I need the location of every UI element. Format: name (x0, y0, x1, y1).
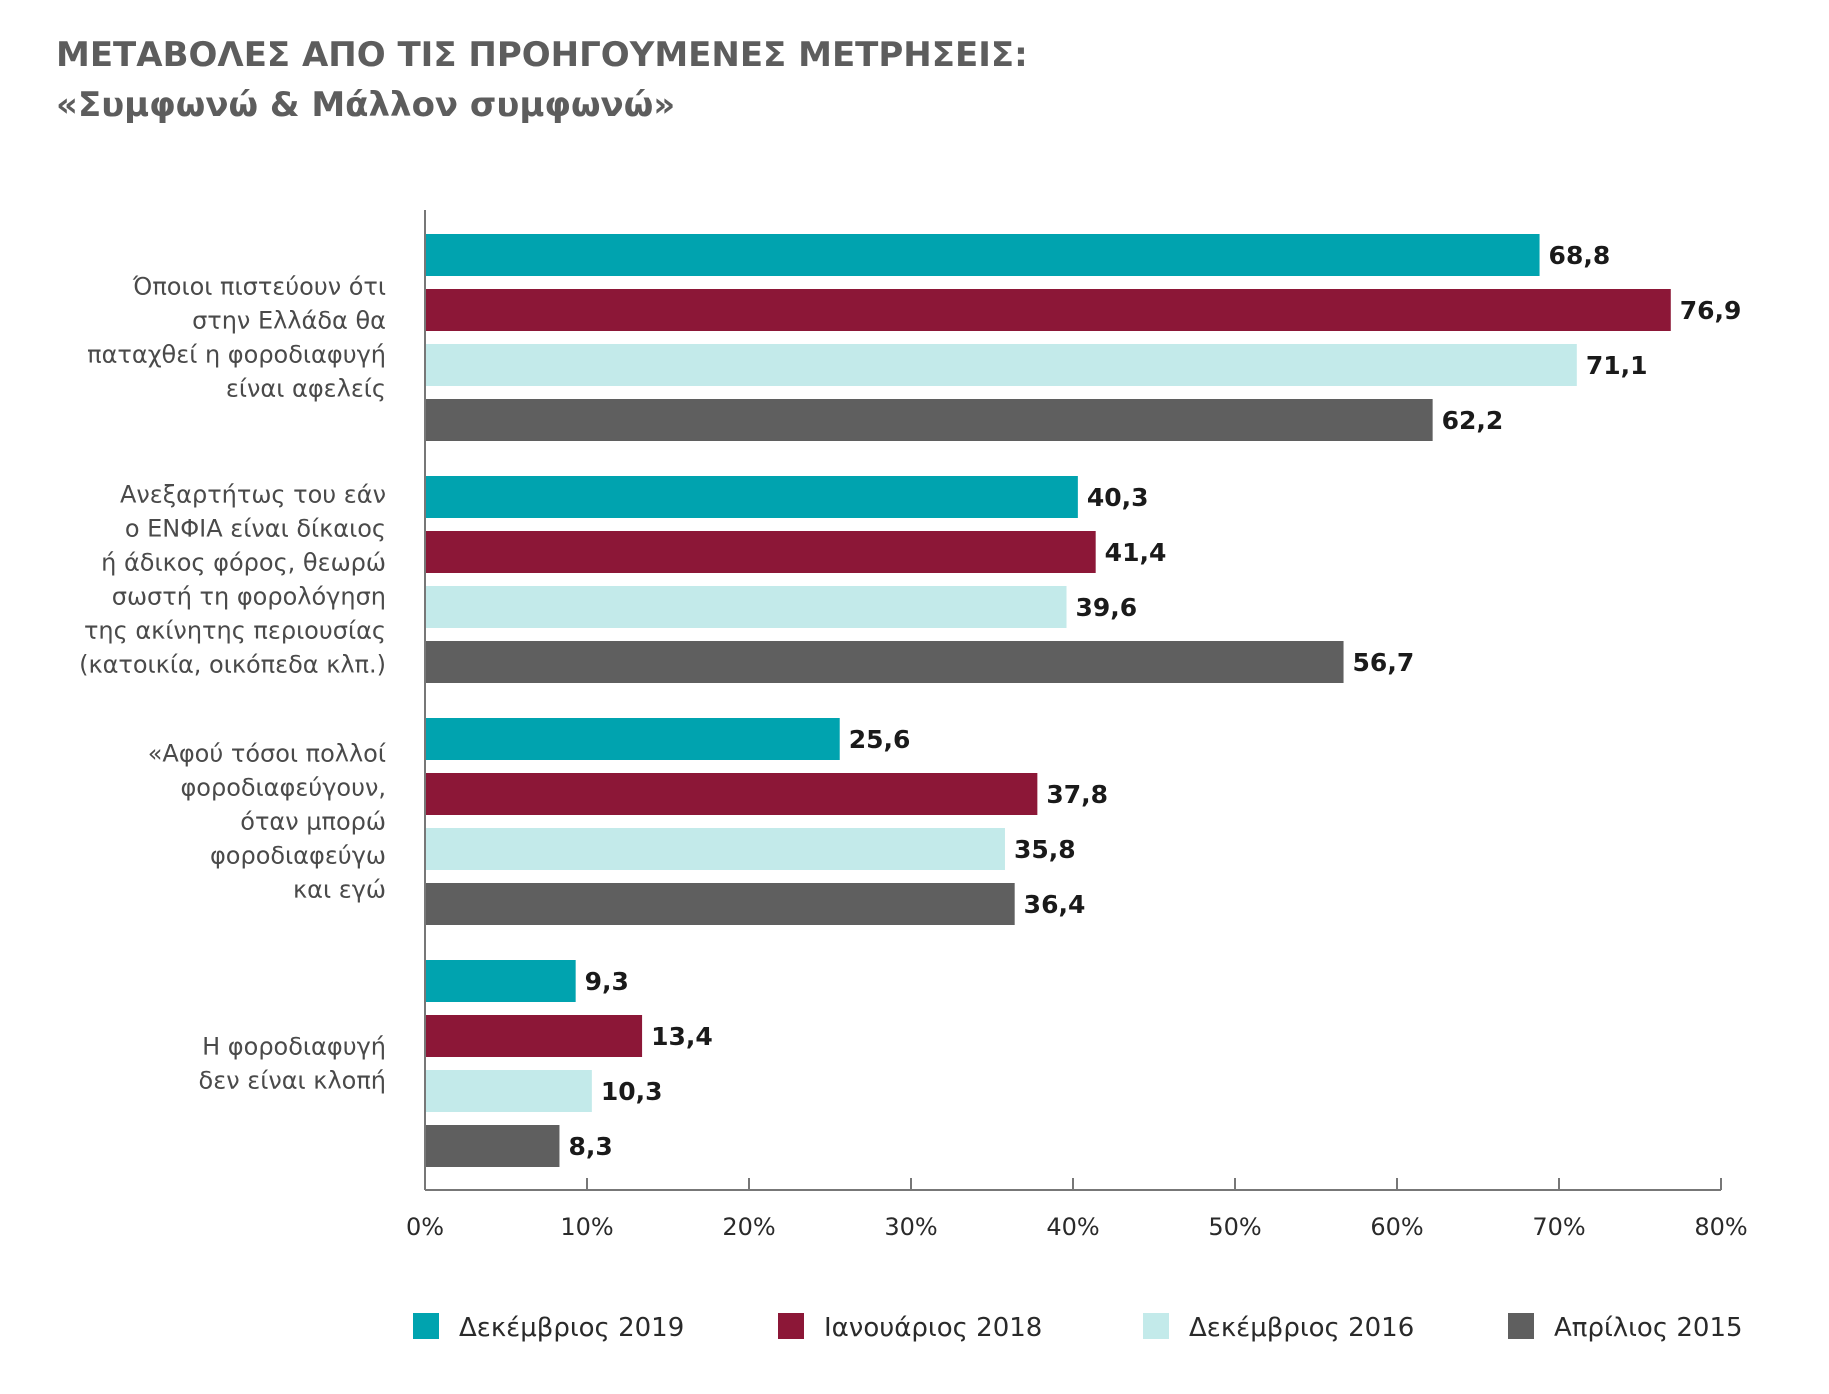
category-label: ή άδικος φόρος, θεωρώ (101, 549, 386, 577)
category-label: ο ΕΝΦΙΑ είναι δίκαιος (125, 515, 386, 543)
bar (426, 586, 1067, 628)
bar (426, 234, 1540, 276)
x-tick-label: 30% (884, 1213, 937, 1241)
data-label: 71,1 (1586, 351, 1648, 380)
legend-label: Δεκέμβριος 2019 (459, 1313, 684, 1343)
legend-swatch (1508, 1313, 1534, 1339)
category-label: δεν είναι κλοπή (199, 1067, 386, 1095)
data-label: 76,9 (1680, 296, 1742, 325)
bar (426, 476, 1078, 518)
bar (426, 344, 1577, 386)
data-label: 36,4 (1024, 890, 1086, 919)
category-label: στην Ελλάδα θα (192, 307, 386, 335)
bar (426, 1070, 592, 1112)
bar (426, 883, 1015, 925)
bar (426, 1015, 643, 1057)
data-label: 41,4 (1105, 538, 1167, 567)
data-label: 25,6 (849, 725, 911, 754)
legend-swatch (413, 1313, 439, 1339)
bar (426, 1125, 560, 1167)
legend-label: Απρίλιος 2015 (1554, 1313, 1743, 1343)
category-label: (κατοικία, οικόπεδα κλπ.) (79, 651, 386, 679)
category-label: και εγώ (293, 876, 386, 904)
bar (426, 828, 1005, 870)
x-tick-label: 50% (1208, 1213, 1261, 1241)
category-label: Η φοροδιαφυγή (202, 1033, 386, 1061)
category-label: Ανεξαρτήτως του εάν (120, 481, 386, 509)
data-label: 68,8 (1549, 241, 1611, 270)
x-tick-label: 40% (1046, 1213, 1099, 1241)
legend-swatch (778, 1313, 804, 1339)
bar (426, 960, 576, 1002)
data-label: 9,3 (585, 967, 629, 996)
data-label: 39,6 (1076, 593, 1138, 622)
category-label: παταχθεί η φοροδιαφυγή (87, 341, 386, 369)
chart-title-line-2: «Συμφωνώ & Μάλλον συμφωνώ» (56, 85, 676, 125)
category-label: σωστή τη φορολόγηση (112, 583, 386, 611)
category-label: είναι αφελείς (226, 375, 386, 403)
category-label: «Αφού τόσοι πολλοί (148, 740, 386, 768)
category-label: φοροδιαφεύγω (210, 842, 386, 870)
chart-title: ΜΕΤΑΒΟΛΕΣ ΑΠΟ ΤΙΣ ΠΡΟΗΓΟΥΜΕΝΕΣ ΜΕΤΡΗΣΕΙΣ… (56, 30, 1028, 130)
x-tick-label: 70% (1532, 1213, 1585, 1241)
category-label: όταν μπορώ (240, 808, 386, 836)
category-label: Όποιοι πιστεύουν ότι (132, 273, 386, 301)
bar (426, 399, 1433, 441)
legend-swatch (1143, 1313, 1169, 1339)
data-label: 13,4 (651, 1022, 713, 1051)
category-label: της ακίνητης περιουσίας (84, 617, 386, 645)
bar (426, 289, 1671, 331)
bar (426, 773, 1038, 815)
x-tick-label: 60% (1370, 1213, 1423, 1241)
x-tick-label: 80% (1694, 1213, 1747, 1241)
data-label: 56,7 (1353, 648, 1415, 677)
data-label: 10,3 (601, 1077, 663, 1106)
x-tick-label: 20% (722, 1213, 775, 1241)
bar (426, 718, 840, 760)
data-label: 62,2 (1442, 406, 1504, 435)
bar (426, 641, 1344, 683)
x-tick-label: 10% (560, 1213, 613, 1241)
legend-label: Δεκέμβριος 2016 (1189, 1313, 1414, 1343)
data-label: 8,3 (568, 1132, 612, 1161)
data-label: 35,8 (1014, 835, 1076, 864)
bar (426, 531, 1096, 573)
category-label: φοροδιαφεύγουν, (180, 774, 386, 802)
x-tick-label: 0% (406, 1213, 444, 1241)
chart-title-line-1: ΜΕΤΑΒΟΛΕΣ ΑΠΟ ΤΙΣ ΠΡΟΗΓΟΥΜΕΝΕΣ ΜΕΤΡΗΣΕΙΣ… (56, 35, 1028, 75)
legend-label: Ιανουάριος 2018 (824, 1313, 1042, 1343)
data-label: 37,8 (1046, 780, 1108, 809)
data-label: 40,3 (1087, 483, 1149, 512)
